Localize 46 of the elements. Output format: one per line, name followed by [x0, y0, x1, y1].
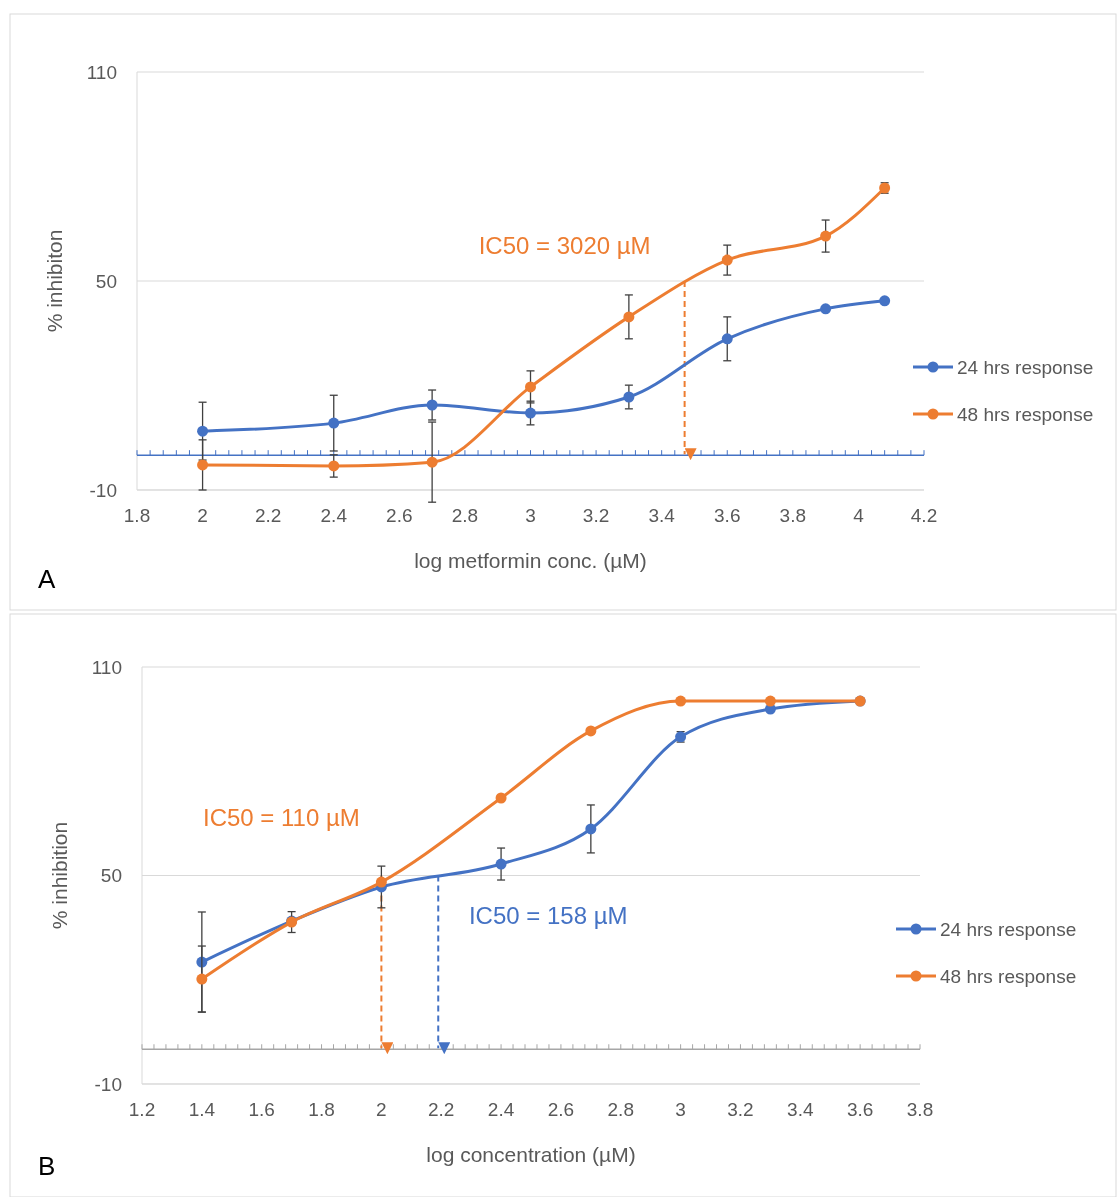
- y-tick-label: 50: [100, 865, 122, 887]
- y-axis-title: % inhibiton: [43, 229, 66, 333]
- x-tick-label: 3.2: [727, 1099, 754, 1120]
- y-tick-label: 110: [86, 61, 117, 83]
- text: B: [38, 1151, 56, 1181]
- x-tick-label: 3: [675, 1099, 686, 1120]
- x-tick-label: 2: [197, 505, 208, 526]
- legend-label: 24 hrs response: [957, 356, 1094, 378]
- legend-label: 48 hrs response: [957, 403, 1094, 425]
- x-tick-label: 3.4: [648, 505, 676, 526]
- x-axis-title: log concentration (µM): [426, 1143, 636, 1166]
- x-tick-label: 1.8: [123, 505, 151, 526]
- x-tick-label: 1.8: [308, 1099, 335, 1120]
- x-tick-label: 3: [525, 505, 536, 526]
- x-tick-label: 2.2: [254, 505, 282, 526]
- x-tick-label: 3.4: [787, 1099, 814, 1120]
- legend-label: 48 hrs response: [940, 965, 1077, 987]
- text: A: [38, 564, 56, 594]
- x-axis-title: log metformin conc. (µM): [414, 549, 647, 572]
- y-tick-label: -10: [94, 1073, 122, 1095]
- x-tick-label: 1.4: [188, 1099, 216, 1120]
- x-tick-label: 3.8: [779, 505, 807, 526]
- x-tick-label: 1.6: [248, 1099, 275, 1120]
- x-tick-label: 2.4: [487, 1099, 515, 1120]
- x-tick-label: 4: [853, 505, 865, 526]
- annotation: IC50 = 110 µM: [202, 803, 360, 831]
- x-tick-label: 3.2: [582, 505, 610, 526]
- x-tick-label: 3.8: [906, 1099, 934, 1120]
- y-tick-label: 110: [91, 656, 122, 678]
- legend-label: 24 hrs response: [940, 918, 1077, 940]
- x-tick-label: 2: [376, 1099, 387, 1120]
- x-tick-label: 2.6: [386, 505, 413, 526]
- y-tick-label: -10: [89, 479, 117, 501]
- x-tick-label: 1.2: [128, 1099, 156, 1120]
- x-tick-label: 2.6: [547, 1099, 575, 1120]
- annotation: IC50 = 3020 µM: [478, 232, 651, 260]
- y-tick-label: 50: [95, 270, 117, 292]
- x-tick-label: 2.8: [451, 505, 479, 526]
- annotation: IC50 = 158 µM: [468, 901, 628, 929]
- x-tick-label: 4.2: [910, 505, 938, 526]
- x-tick-label: 3.6: [714, 505, 741, 526]
- x-tick-label: 2.2: [428, 1099, 455, 1120]
- x-tick-label: 2.8: [607, 1099, 634, 1120]
- x-tick-label: 3.6: [846, 1099, 874, 1120]
- x-tick-label: 2.4: [320, 505, 348, 526]
- y-axis-title: % inhibition: [48, 821, 71, 930]
